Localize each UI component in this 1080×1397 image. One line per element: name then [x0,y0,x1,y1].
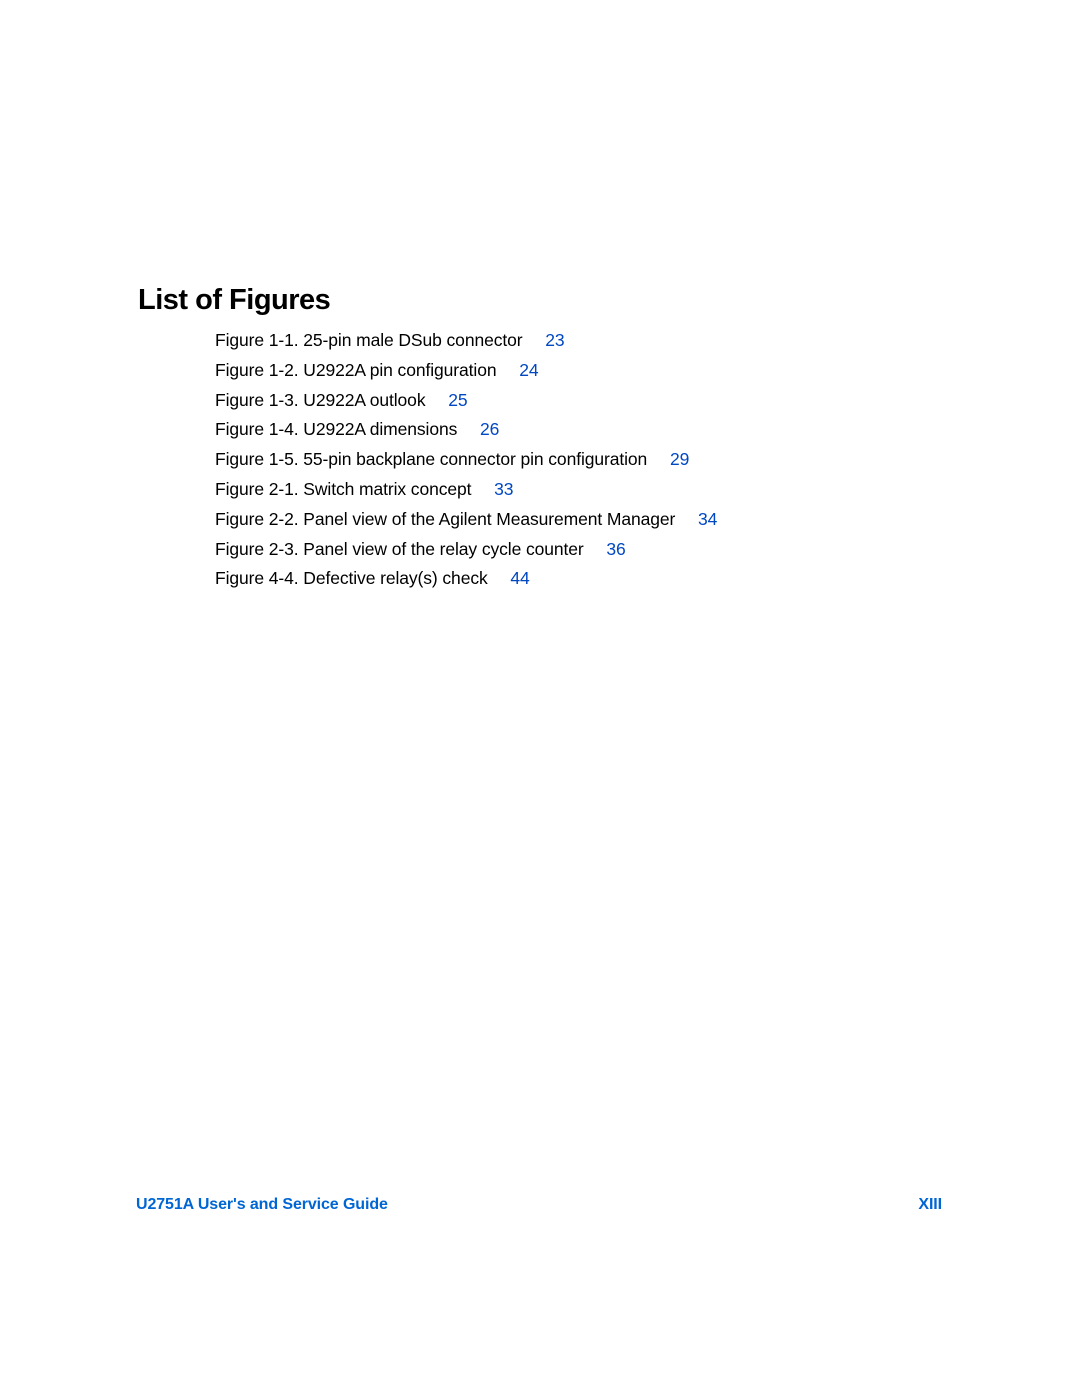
list-of-figures: Figure 1-1. 25-pin male DSub connector 2… [215,326,717,594]
figure-label: Figure 4-4. [215,568,299,588]
figure-title: 55-pin backplane connector pin configura… [303,449,647,469]
figure-label: Figure 2-3. [215,539,299,559]
figure-title: Defective relay(s) check [303,568,487,588]
figure-title: U2922A dimensions [303,419,457,439]
footer-guide-title: U2751A User's and Service Guide [136,1196,388,1214]
page-footer: U2751A User's and Service Guide XIII [136,1196,942,1214]
figure-page-link[interactable]: 44 [510,568,529,588]
figure-entry: Figure 2-3. Panel view of the relay cycl… [215,535,717,565]
figure-title: U2922A pin configuration [303,360,496,380]
figure-label: Figure 1-5. [215,449,299,469]
figure-label: Figure 1-3. [215,390,299,410]
figure-entry: Figure 1-3. U2922A outlook 25 [215,386,717,416]
figure-page-link[interactable]: 23 [545,330,564,350]
page-title: List of Figures [138,284,330,317]
figure-page-link[interactable]: 33 [494,479,513,499]
figure-page-link[interactable]: 26 [480,419,499,439]
figure-label: Figure 1-4. [215,419,299,439]
figure-entry: Figure 1-5. 55-pin backplane connector p… [215,445,717,475]
figure-label: Figure 2-1. [215,479,299,499]
figure-entry: Figure 1-1. 25-pin male DSub connector 2… [215,326,717,356]
footer-page-number: XIII [918,1196,942,1214]
figure-label: Figure 1-1. [215,330,299,350]
document-page: List of Figures Figure 1-1. 25-pin male … [0,0,1080,1397]
figure-title: U2922A outlook [303,390,425,410]
figure-page-link[interactable]: 29 [670,449,689,469]
figure-label: Figure 1-2. [215,360,299,380]
figure-entry: Figure 2-1. Switch matrix concept 33 [215,475,717,505]
figure-page-link[interactable]: 36 [606,539,625,559]
figure-title: Switch matrix concept [303,479,471,499]
figure-label: Figure 2-2. [215,509,299,529]
figure-page-link[interactable]: 34 [698,509,717,529]
figure-entry: Figure 2-2. Panel view of the Agilent Me… [215,505,717,535]
figure-page-link[interactable]: 24 [519,360,538,380]
figure-title: Panel view of the Agilent Measurement Ma… [303,509,675,529]
figure-entry: Figure 4-4. Defective relay(s) check 44 [215,564,717,594]
figure-page-link[interactable]: 25 [448,390,467,410]
figure-entry: Figure 1-4. U2922A dimensions 26 [215,415,717,445]
figure-title: Panel view of the relay cycle counter [303,539,583,559]
figure-entry: Figure 1-2. U2922A pin configuration 24 [215,356,717,386]
figure-title: 25-pin male DSub connector [303,330,522,350]
